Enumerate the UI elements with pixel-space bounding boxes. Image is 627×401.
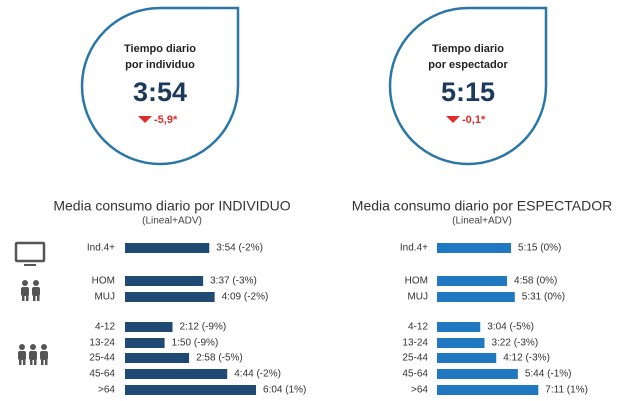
down-arrow [446, 116, 460, 123]
category-label: HOM [405, 276, 428, 287]
category-label: >64 [98, 385, 115, 396]
value-label: 3:37 (-3%) [210, 276, 257, 287]
bar [125, 322, 173, 332]
bar [437, 369, 518, 379]
value-label: 4:12 (-3%) [503, 353, 550, 364]
kpi-title: Tiempo diario [432, 43, 504, 55]
value-label: 1:50 (-9%) [172, 338, 219, 349]
value-label: 7:11 (1%) [545, 385, 588, 396]
kpi-change: -5,9* [154, 114, 178, 126]
category-label: 13-24 [89, 338, 115, 349]
couple-icon [21, 280, 40, 301]
bar [125, 385, 257, 395]
value-label: 4:44 (-2%) [234, 369, 281, 380]
category-label: >64 [411, 385, 428, 396]
bar [437, 353, 497, 363]
chart-subtitle: (Lineal+ADV) [142, 216, 202, 227]
category-label: 45-64 [89, 369, 115, 380]
bar [437, 322, 481, 332]
bar [437, 276, 508, 286]
kpi-title: Tiempo diario [124, 43, 196, 55]
category-label: HOM [92, 276, 115, 287]
kpi-change: -0,1* [462, 114, 486, 126]
value-label: 3:04 (-5%) [487, 322, 534, 333]
category-label: 45-64 [402, 369, 428, 380]
kpi-shape [388, 6, 548, 166]
value-label: 2:58 (-5%) [196, 353, 243, 364]
tv-icon [14, 241, 46, 263]
bar [125, 353, 190, 363]
kpi-value: 3:54 [133, 77, 187, 107]
value-label: 3:22 (-3%) [491, 338, 538, 349]
chart-title: Media consumo diario por ESPECTADOR [352, 198, 612, 214]
category-label: 25-44 [89, 353, 115, 364]
category-label: Ind.4+ [87, 243, 115, 254]
value-label: 3:54 (-2%) [216, 243, 263, 254]
value-label: 5:15 (0%) [518, 243, 561, 254]
category-label: 25-44 [402, 353, 428, 364]
bar [437, 292, 515, 302]
category-label: 4-12 [408, 322, 428, 333]
bar [437, 243, 512, 253]
value-label: 4:58 (0%) [514, 276, 557, 287]
bar [125, 369, 228, 379]
bar [437, 385, 539, 395]
kpi-value: 5:15 [441, 77, 495, 107]
bar [125, 338, 165, 348]
down-arrow [138, 116, 152, 123]
icons [14, 241, 48, 365]
kpi-shape [80, 6, 240, 166]
value-label: 5:31 (0%) [522, 292, 565, 303]
bar [437, 338, 485, 348]
category-label: MUJ [407, 292, 428, 303]
chart-title: Media consumo diario por INDIVIDUO [53, 198, 290, 214]
group-icon [18, 344, 48, 365]
bar [125, 276, 204, 286]
value-label: 5:44 (-1%) [525, 369, 572, 380]
kpi-title: por espectador [428, 59, 508, 71]
bar [125, 292, 215, 302]
category-label: Ind.4+ [400, 243, 428, 254]
value-label: 6:04 (1%) [263, 385, 306, 396]
value-label: 4:09 (-2%) [222, 292, 269, 303]
kpi-title: por individuo [125, 59, 195, 71]
category-label: MUJ [94, 292, 115, 303]
chart-subtitle: (Lineal+ADV) [452, 216, 512, 227]
category-label: 4-12 [95, 322, 115, 333]
bar [125, 243, 210, 253]
value-label: 2:12 (-9%) [180, 322, 227, 333]
category-label: 13-24 [402, 338, 428, 349]
